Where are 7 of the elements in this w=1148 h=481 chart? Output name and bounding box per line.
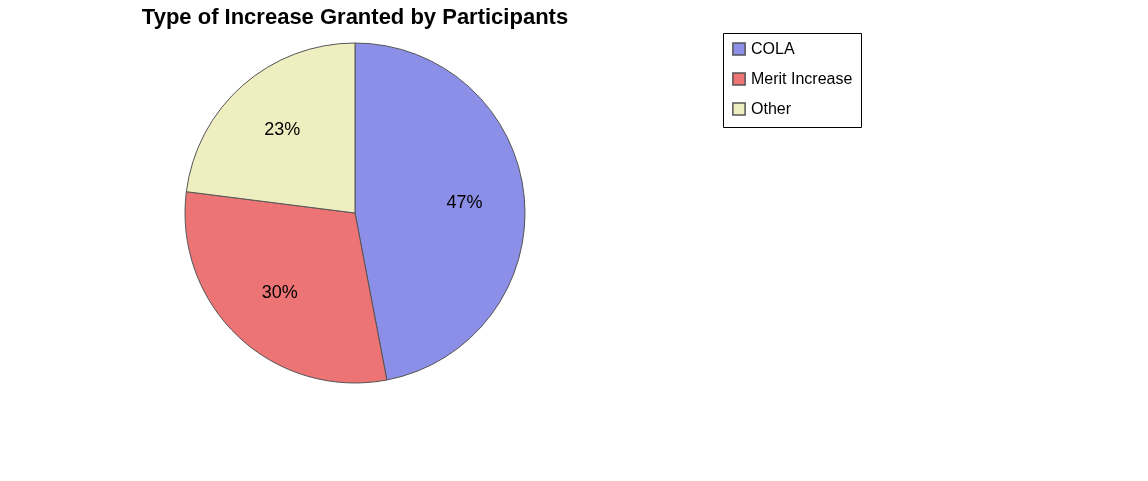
data-label: 47%	[446, 191, 483, 212]
data-label: 30%	[261, 282, 298, 303]
legend-label: Other	[751, 100, 792, 117]
legend-label: Merit Increase	[751, 70, 853, 87]
chart-title: Type of Increase Granted by Participants	[141, 3, 569, 29]
data-label: 23%	[264, 119, 301, 140]
legend-label: COLA	[751, 40, 795, 57]
